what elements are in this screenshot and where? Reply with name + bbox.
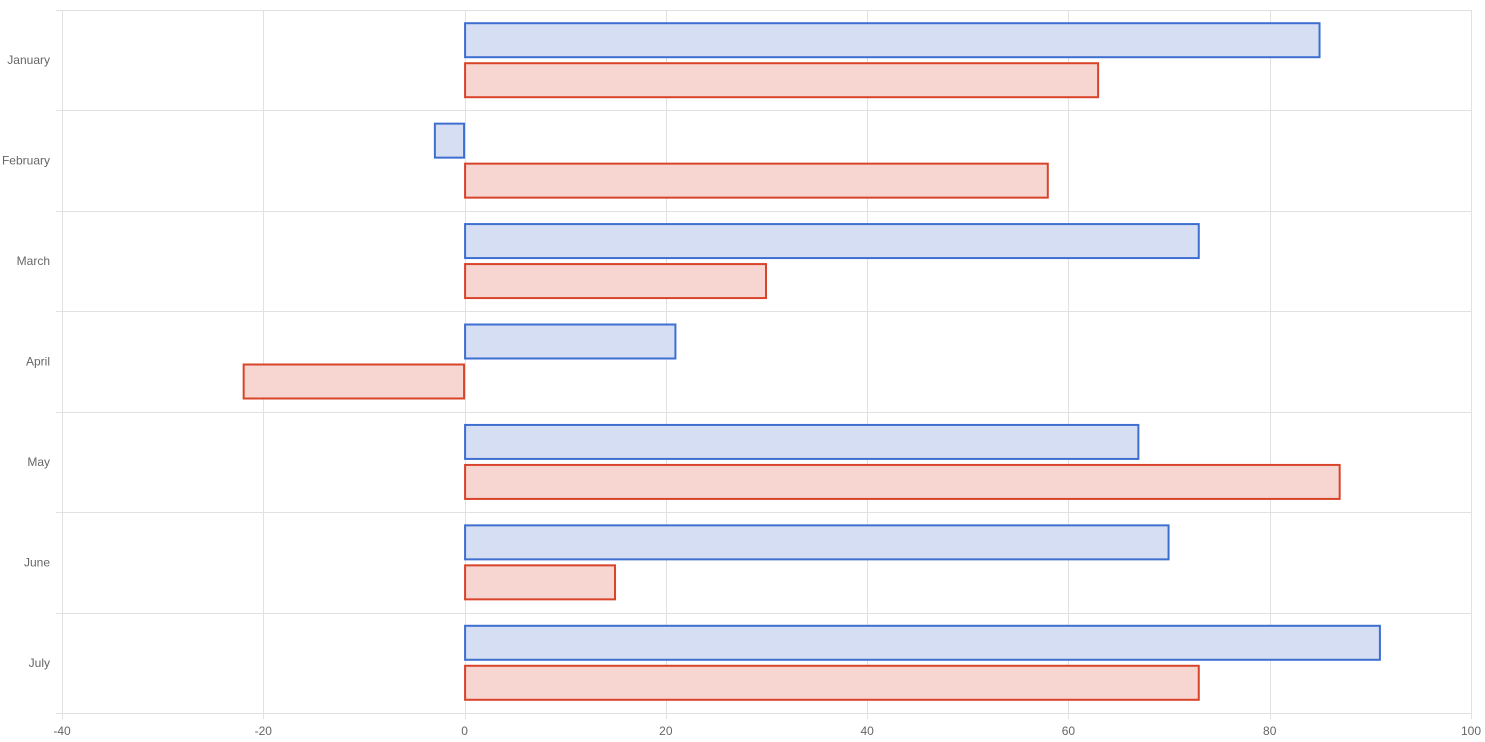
y-tick-label: April	[26, 355, 50, 369]
bar-june-series-1	[464, 524, 1170, 561]
bar-june-series-2	[464, 564, 617, 601]
y-tick-label: January	[7, 53, 50, 67]
bar-may-series-1	[464, 423, 1140, 460]
x-tick-label: 20	[659, 724, 673, 738]
x-tick-label: 60	[1062, 724, 1076, 738]
bar-april-series-1	[464, 323, 677, 360]
y-tick-label: May	[27, 455, 50, 469]
bar-may-series-2	[464, 463, 1341, 500]
x-tick-label: -20	[255, 724, 273, 738]
y-tick-label: February	[2, 154, 50, 168]
grid-layer	[56, 10, 1472, 719]
y-tick-label: July	[29, 656, 50, 670]
x-tick-label: 100	[1461, 724, 1481, 738]
y-tick-label: March	[17, 254, 50, 268]
x-tick-label: 0	[461, 724, 468, 738]
x-tick-label: 80	[1263, 724, 1277, 738]
bar-january-series-2	[464, 62, 1100, 99]
y-tick-label: June	[24, 555, 50, 569]
bar-july-series-1	[464, 624, 1381, 661]
bar-february-series-2	[464, 162, 1049, 199]
bar-march-series-2	[464, 263, 767, 300]
x-tick-label: 40	[860, 724, 874, 738]
axis-layer: January February March April May June July -40 -…	[2, 53, 1481, 738]
bar-february-series-1	[433, 122, 466, 159]
x-tick-label: -40	[53, 724, 71, 738]
bar-april-series-2	[242, 363, 466, 400]
bar-january-series-1	[464, 22, 1321, 59]
bar-layer	[242, 22, 1381, 701]
bar-july-series-2	[464, 664, 1200, 701]
bar-march-series-1	[464, 223, 1200, 260]
